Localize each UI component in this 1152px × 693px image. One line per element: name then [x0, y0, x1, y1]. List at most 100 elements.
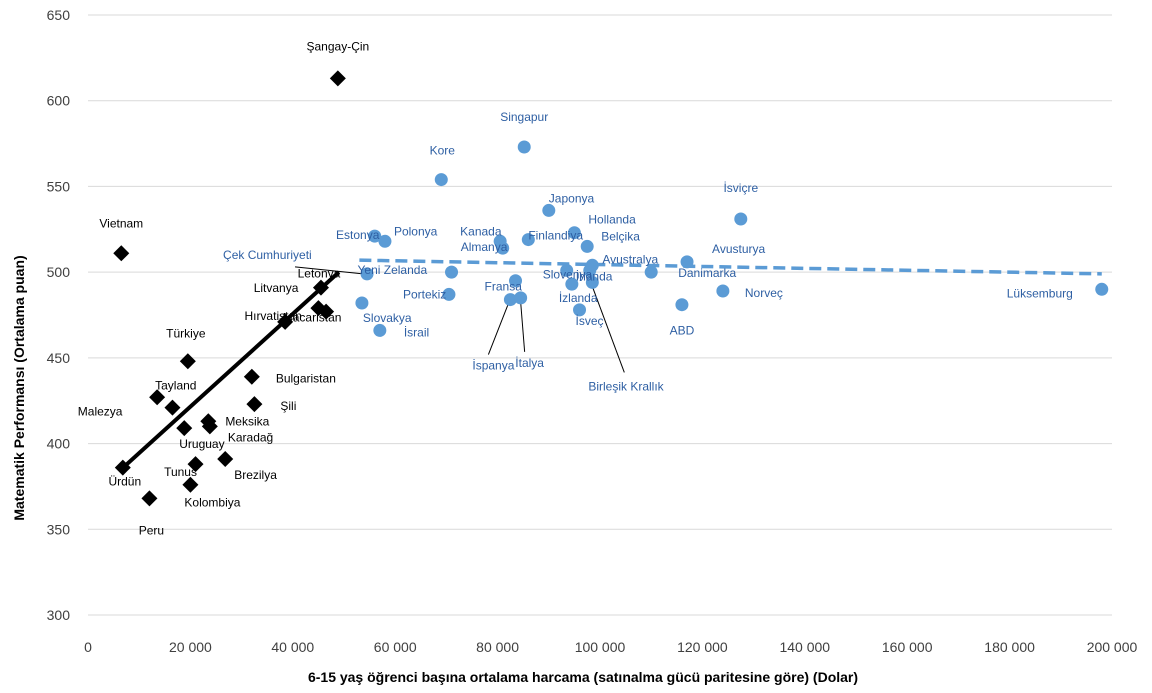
y-axis-title: Matematik Performansı (Ortalama puan) — [11, 255, 27, 520]
point-label-i-zlanda: İzlanda — [559, 291, 598, 305]
y-tick-label: 350 — [47, 521, 71, 537]
data-point-uruguay — [176, 420, 193, 437]
y-tick-label: 500 — [47, 264, 71, 280]
data-point-macaristan — [318, 303, 335, 320]
point-label-i-sviçre: İsviçre — [723, 181, 758, 195]
point-label-avusturya: Avusturya — [712, 242, 765, 256]
data-point-singapur — [517, 140, 531, 154]
data-point-portekiz — [442, 287, 456, 301]
data-point-belçika — [580, 239, 594, 253]
trendlines — [119, 258, 1102, 471]
leader-line-i-spanya — [487, 303, 509, 355]
x-axis-title: 6-15 yaş öğrenci başına ortalama harcama… — [308, 669, 858, 685]
data-point-malezya — [164, 399, 181, 416]
leader-line-birleşik-krallık — [591, 286, 625, 373]
data-point-ürdün — [114, 459, 131, 476]
data-point-karadağ — [201, 418, 218, 435]
point-label-i-srail: İsrail — [404, 325, 429, 339]
data-point-çek-cumhuriyeti — [360, 267, 374, 281]
point-label-belçika: Belçika — [601, 229, 640, 243]
data-point-danimarka — [644, 265, 658, 279]
point-label-almanya: Almanya — [461, 240, 508, 254]
data-point-lüksemburg — [1095, 282, 1109, 296]
point-label-peru: Peru — [139, 523, 164, 537]
point-label-hırvatistan: Hırvatistan — [244, 309, 301, 323]
y-tick-label: 600 — [47, 93, 71, 109]
data-point-brezilya — [217, 451, 234, 467]
point-label-avustralya: Avustralya — [602, 252, 658, 266]
point-label-danimarka: Danimarka — [678, 266, 736, 280]
y-tick-label: 450 — [47, 350, 71, 366]
data-point-fransa — [509, 274, 523, 288]
data-point-i-zlanda — [565, 277, 579, 291]
y-tick-label: 550 — [47, 178, 71, 194]
point-label-tayland: Tayland — [155, 378, 196, 392]
data-point-estonya — [368, 229, 382, 243]
point-label-şili: Şili — [280, 399, 296, 413]
point-label-kanada: Kanada — [460, 224, 502, 238]
point-label-polonya: Polonya — [394, 224, 438, 238]
gridlines — [88, 14, 1112, 616]
x-tick-labels: 0 20 000 40 000 60 000 80 000 100 000 120 000 1… — [84, 639, 1137, 655]
point-label-singapur: Singapur — [500, 110, 548, 124]
point-label-bulgaristan: Bulgaristan — [276, 372, 336, 386]
point-label-vietnam: Vietnam — [99, 216, 143, 230]
y-tick-label: 400 — [47, 436, 71, 452]
data-point-slovakya — [355, 296, 369, 310]
data-point-türkiye — [179, 353, 196, 370]
data-point-i-sveç — [573, 303, 587, 317]
point-label-portekiz: Portekiz — [403, 287, 446, 301]
point-label-litvanya: Litvanya — [254, 281, 299, 295]
data-point-kolombiya — [182, 476, 199, 493]
x-tick-label: 180 000 — [984, 639, 1035, 655]
data-point-vietnam — [113, 245, 130, 262]
data-point-slovenya — [560, 263, 574, 277]
data-point-hırvatistan — [277, 313, 294, 330]
point-label-malezya: Malezya — [78, 405, 123, 419]
point-label-i-talya: İtalya — [515, 356, 544, 370]
data-point-tayland — [149, 389, 166, 406]
data-point-almanya — [496, 241, 510, 255]
point-label-brezilya: Brezilya — [234, 468, 277, 482]
y-tick-labels: 300 350 400 450 500 550 600 650 — [47, 7, 71, 623]
point-label-uruguay: Uruguay — [179, 437, 224, 451]
point-label-slovakya: Slovakya — [363, 311, 412, 325]
data-point-şangay-çin — [329, 70, 346, 87]
point-label-karadağ: Karadağ — [228, 430, 273, 444]
data-point-yeni-zelanda — [445, 265, 459, 279]
point-label-i-spanya: İspanya — [472, 359, 514, 373]
trendline-dashed — [359, 258, 1102, 276]
x-tick-label: 80 000 — [476, 639, 519, 655]
point-label-birleşik-krallık: Birleşik Krallık — [588, 379, 664, 393]
data-point-peru — [141, 490, 158, 507]
point-label-kore: Kore — [430, 144, 456, 158]
x-tick-label: 120 000 — [677, 639, 728, 655]
data-point-şili — [246, 396, 263, 413]
point-label-türkiye: Türkiye — [166, 326, 206, 340]
y-tick-label: 300 — [47, 607, 71, 623]
point-label-japonya: Japonya — [549, 191, 595, 205]
data-point-i-srail — [373, 323, 387, 337]
trendline-solid — [119, 270, 341, 471]
point-label-şangay-çin: Şangay-Çin — [307, 39, 370, 53]
point-label-slovenya: Slovenya — [543, 267, 593, 281]
data-point-letonya — [312, 279, 329, 296]
point-label-estonya: Estonya — [336, 228, 380, 242]
leader-lines — [294, 266, 625, 373]
x-tick-label: 40 000 — [271, 639, 314, 655]
data-point-bulgaristan — [243, 368, 260, 385]
x-tick-label: 60 000 — [374, 639, 417, 655]
data-point-i-rlanda — [583, 263, 597, 277]
point-label-fransa: Fransa — [485, 280, 523, 294]
data-point-i-spanya — [503, 293, 517, 307]
point-label-finlandiya: Finlandiya — [528, 229, 583, 243]
x-tick-label: 160 000 — [882, 639, 933, 655]
data-point-norveç — [716, 284, 730, 298]
leader-line-çek-cumhuriyeti — [294, 266, 364, 275]
point-label-kolombiya: Kolombiya — [184, 496, 240, 510]
data-point-japonya — [542, 203, 556, 217]
data-point-finlandiya — [521, 233, 535, 247]
point-label-norveç: Norveç — [745, 286, 783, 300]
data-point-i-sviçre — [734, 212, 748, 226]
